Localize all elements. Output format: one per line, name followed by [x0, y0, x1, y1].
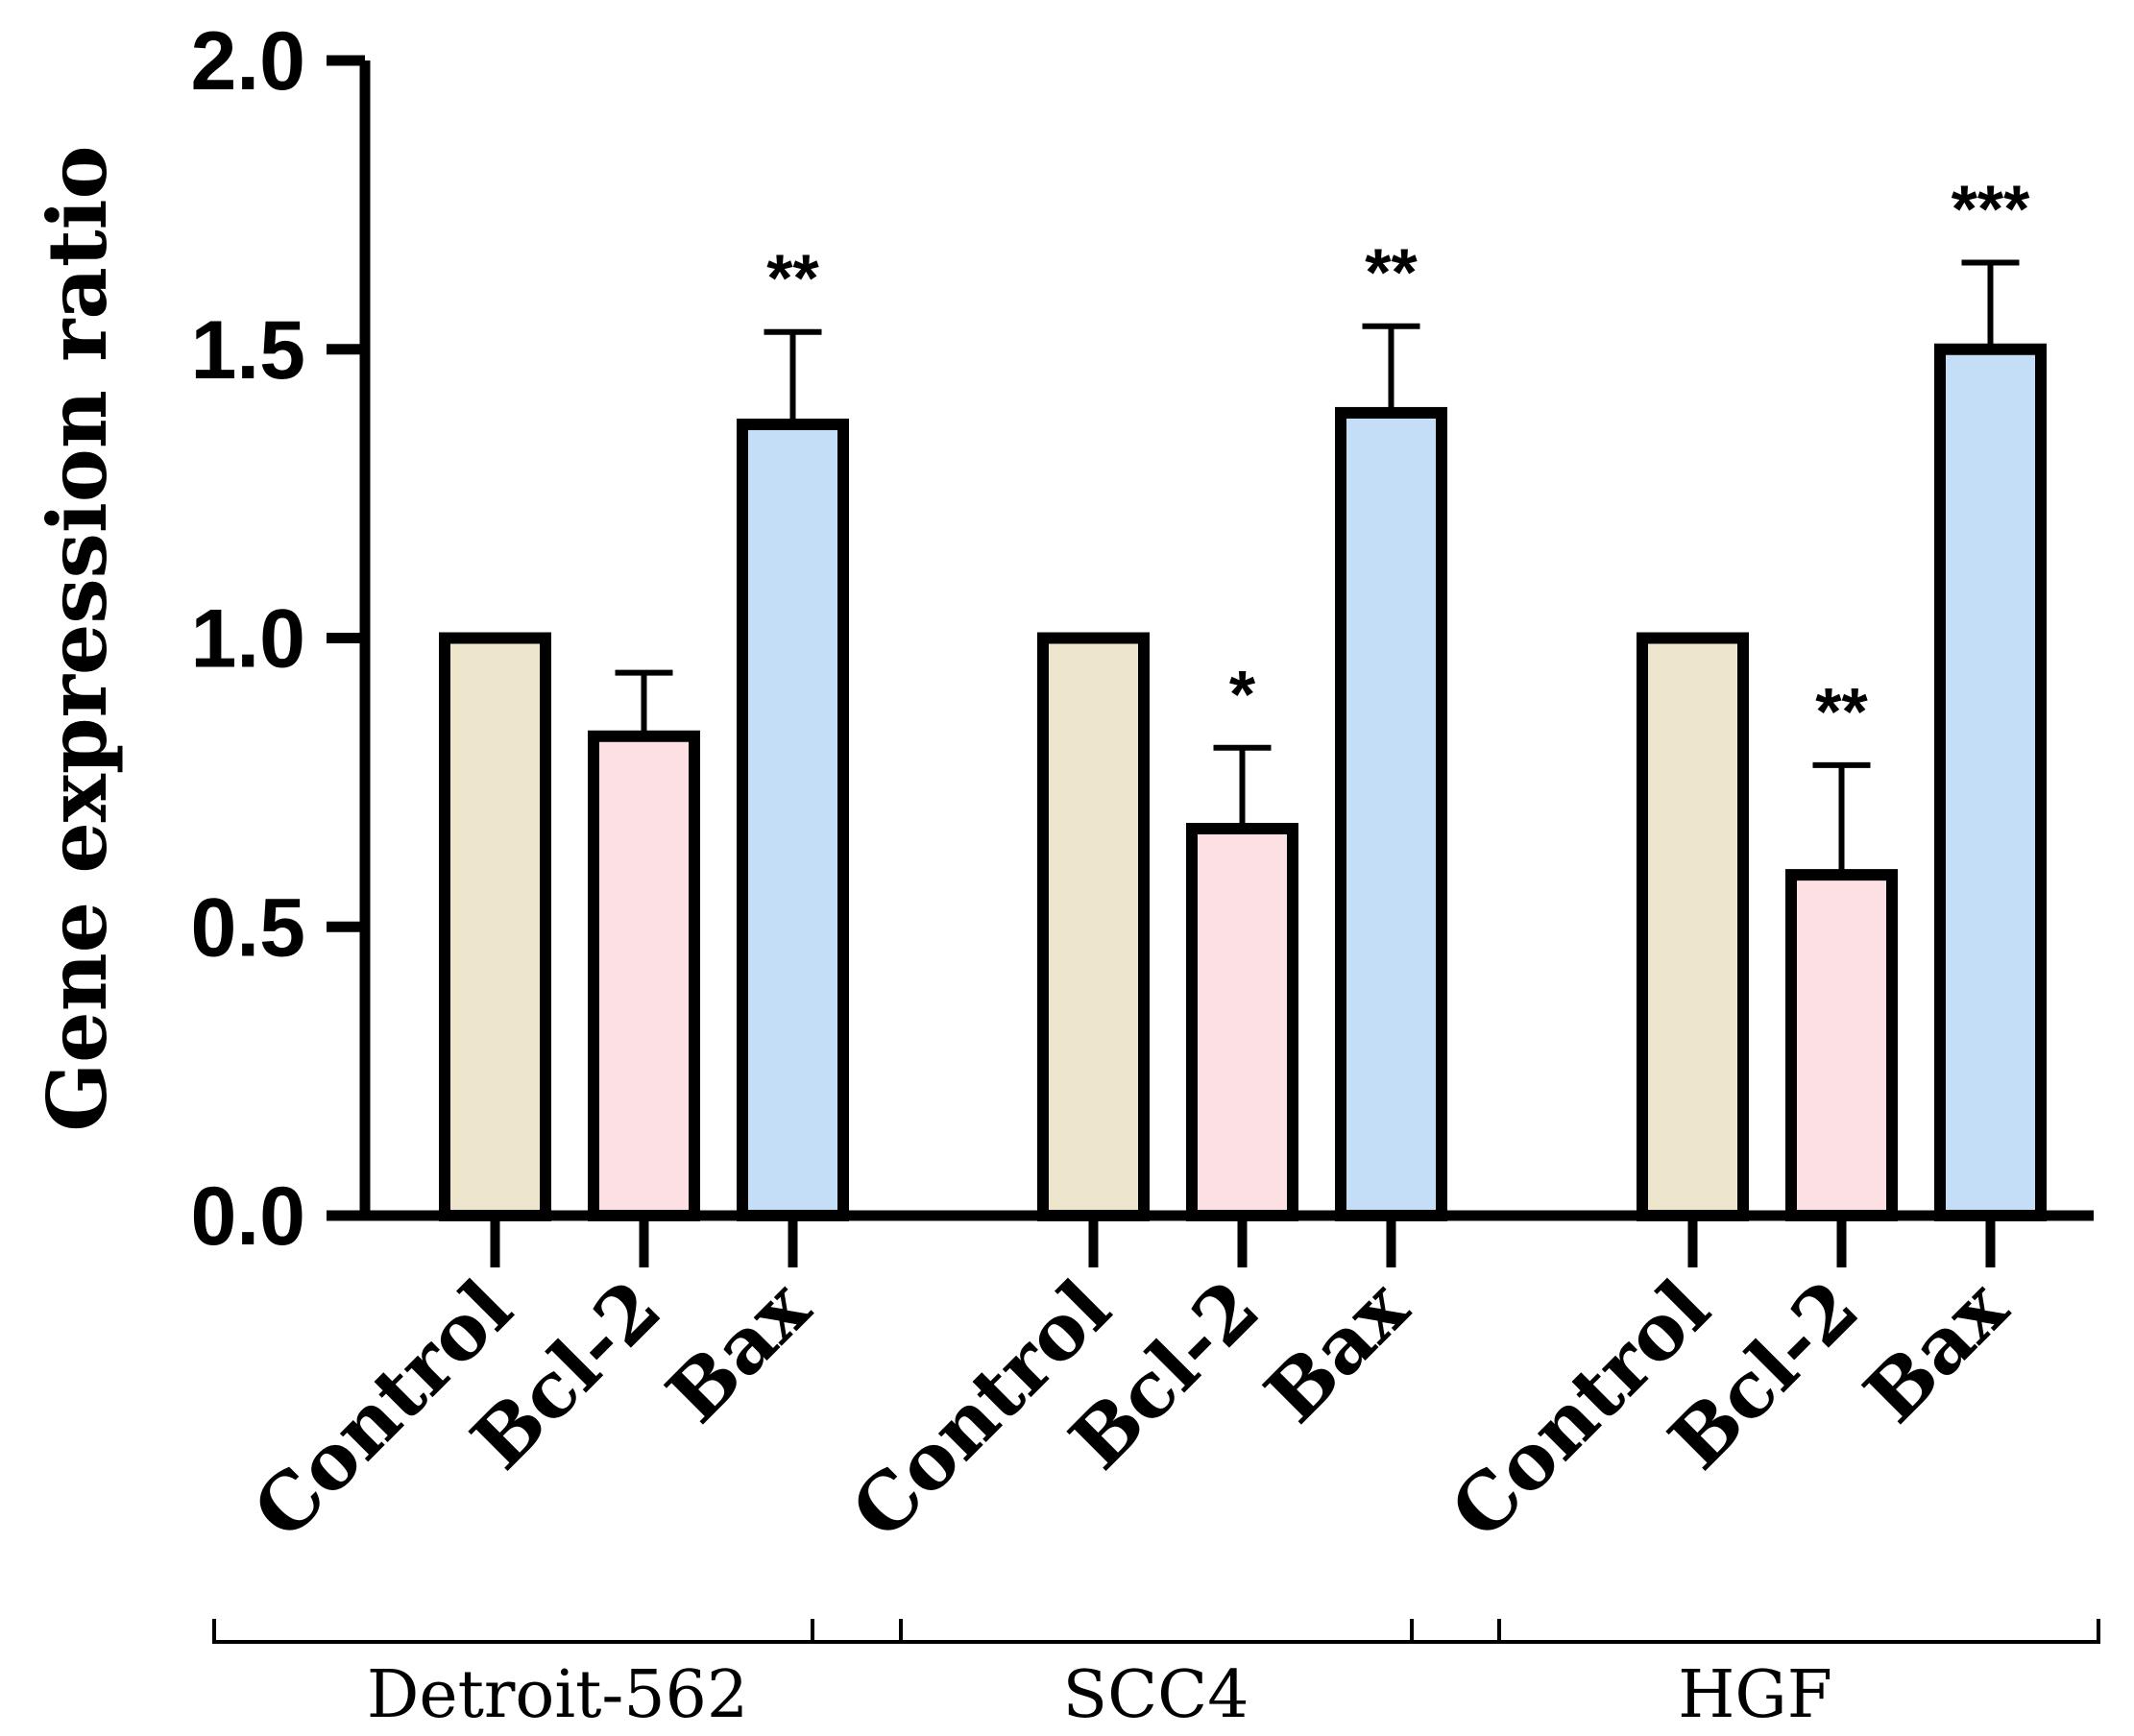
- x-category-label: Bax: [649, 1262, 828, 1440]
- bar-detroit-562-bcl-2: [588, 730, 700, 1221]
- group-brackets: Detroit-562 SCC4 HGF: [212, 1619, 2100, 1733]
- bar-scc4-control: [1037, 632, 1150, 1221]
- group-label: HGF: [1678, 1657, 1832, 1733]
- group-label: Detroit-562: [367, 1657, 748, 1733]
- bar-scc4-bax: [1335, 406, 1447, 1222]
- y-tick-label: 0.5: [190, 881, 305, 974]
- significance-label: **: [1365, 235, 1418, 310]
- group-bracket: [212, 1619, 903, 1644]
- bar-hgf-bax: [1934, 343, 2047, 1221]
- bars: **********: [439, 172, 2047, 1222]
- y-ticks: 0.0 0.5 1.0 1.5 2.0: [190, 15, 365, 1263]
- y-tick-label: 1.0: [190, 593, 305, 686]
- significance-label: ***: [1952, 172, 2030, 247]
- significance-label: *: [1229, 657, 1256, 732]
- group-bracket: [1410, 1619, 2100, 1644]
- bar-scc4-bcl-2: [1186, 822, 1298, 1221]
- bar-detroit-562-control: [439, 632, 551, 1221]
- group-bracket: [811, 1619, 1501, 1644]
- y-tick-label: 0.0: [190, 1170, 305, 1263]
- y-tick-label: 1.5: [190, 304, 305, 397]
- group-label: SCC4: [1063, 1657, 1249, 1733]
- bar-hgf-bcl-2: [1785, 869, 1898, 1221]
- x-category-label: Bax: [1847, 1262, 2025, 1440]
- bar-detroit-562-bax: [737, 418, 849, 1221]
- y-axis-title: Gene expression ratio: [30, 145, 125, 1131]
- significance-label: **: [766, 241, 819, 316]
- bar-hgf-control: [1637, 632, 1749, 1221]
- y-tick-label: 2.0: [190, 15, 305, 108]
- significance-label: **: [1815, 674, 1868, 749]
- x-category-label: Bax: [1248, 1262, 1426, 1440]
